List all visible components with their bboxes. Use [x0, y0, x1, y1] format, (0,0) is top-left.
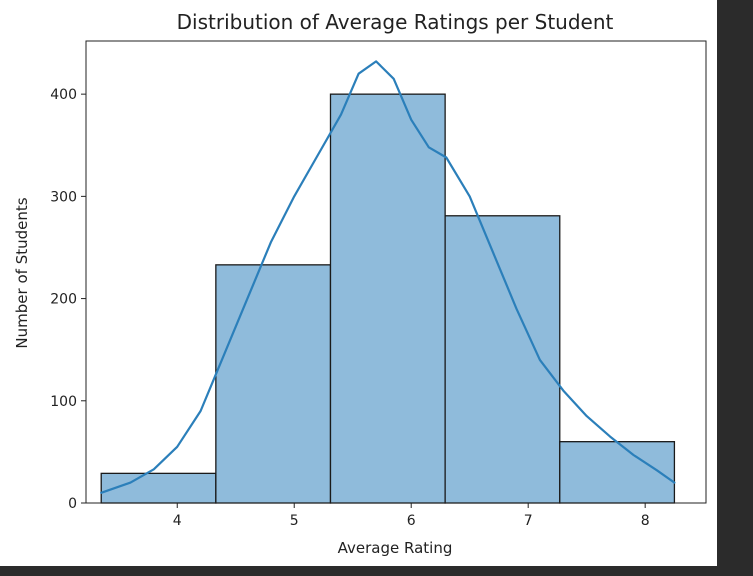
y-tick-label: 100	[50, 394, 77, 410]
y-axis-ticks: 0 100 200 300 400	[50, 87, 86, 512]
plot-area-frame	[85, 40, 707, 504]
x-tick-label: 5	[290, 513, 299, 529]
histogram-bar-2	[215, 264, 332, 504]
chart-figure: Distribution of Average Ratings per Stud…	[0, 0, 717, 566]
y-axis-label: Number of Students	[13, 197, 31, 348]
x-axis-label: Average Rating	[338, 539, 453, 557]
chart-title: Distribution of Average Ratings per Stud…	[177, 10, 614, 34]
x-tick-label: 8	[641, 513, 650, 529]
x-axis-ticks: 4 5 6 7 8	[173, 503, 650, 529]
x-tick-label: 7	[524, 513, 533, 529]
y-tick-label: 400	[50, 87, 77, 103]
y-tick-label: 0	[68, 496, 77, 512]
histogram-bar-5	[559, 441, 676, 504]
y-tick-label: 200	[50, 292, 77, 308]
histogram-chart: Distribution of Average Ratings per Stud…	[13, 10, 707, 557]
x-tick-label: 6	[407, 513, 416, 529]
x-tick-label: 4	[173, 513, 182, 529]
kde-curve	[100, 60, 676, 494]
histogram-bar-4	[444, 215, 561, 504]
y-tick-label: 300	[50, 189, 77, 205]
histogram-bar-1	[100, 472, 217, 504]
histogram-bars	[100, 93, 676, 504]
histogram-bar-3	[329, 93, 446, 504]
